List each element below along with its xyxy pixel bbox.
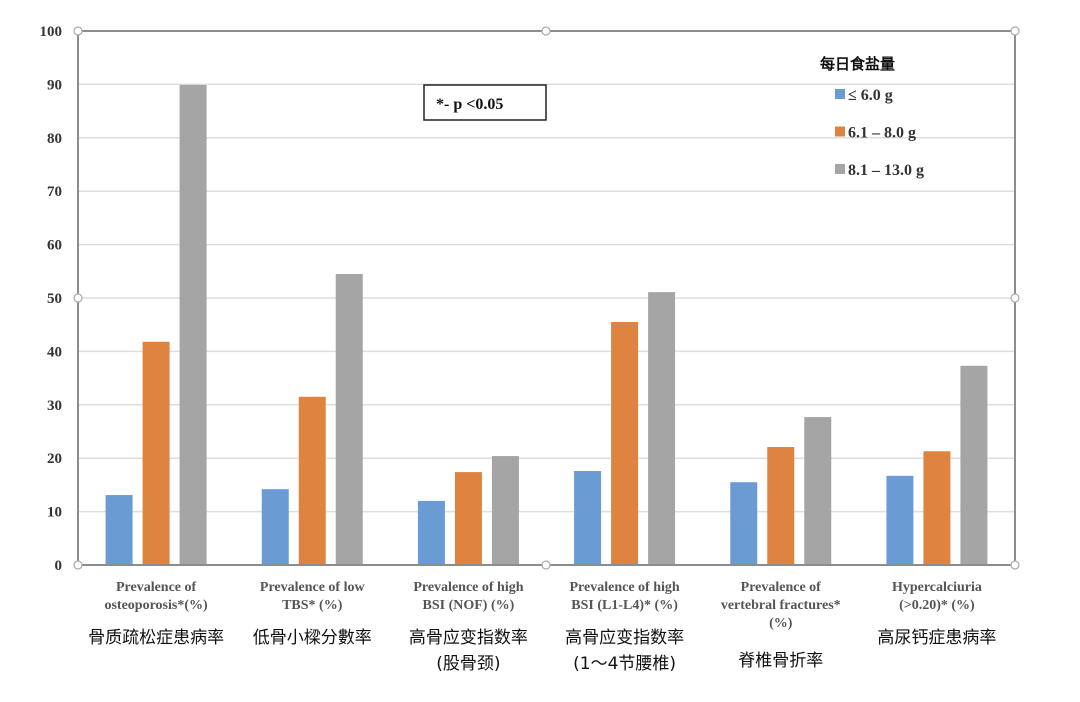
x-tick-label-zh: (股骨颈) [436, 654, 500, 674]
resize-handle[interactable] [73, 26, 83, 36]
selection-handles[interactable] [73, 26, 1020, 570]
x-tick-label-en: TBS* (%) [282, 598, 343, 613]
legend-label: ≤ 6.0 g [848, 87, 893, 104]
bar-5-series-1 [730, 482, 758, 565]
resize-handle[interactable] [73, 293, 83, 303]
x-tick-label-zh: 骨质疏松症患病率 [88, 628, 224, 648]
annotation-text: *- p <0.05 [436, 96, 503, 113]
x-tick-label-en: Prevalence of [741, 580, 822, 595]
x-tick-label-en: vertebral fractures* [721, 598, 841, 613]
x-tick-label-zh: 高尿钙症患病率 [877, 628, 996, 648]
x-tick-label-en: BSI (L1-L4)* (%) [571, 598, 678, 613]
resize-handle[interactable] [1010, 26, 1020, 36]
bar-2-series-2 [298, 396, 326, 565]
bar-4-series-1 [574, 471, 602, 565]
y-tick-label: 100 [40, 24, 63, 40]
y-tick-label: 0 [55, 558, 63, 574]
y-tick-label: 70 [47, 184, 62, 200]
y-tick-label: 90 [47, 77, 62, 93]
resize-handle[interactable] [541, 560, 551, 570]
y-tick-label: 40 [47, 344, 62, 360]
bar-3-series-3 [491, 456, 519, 565]
y-tick-label: 30 [47, 398, 62, 414]
bar-4-series-3 [648, 292, 676, 565]
resize-handle[interactable] [541, 26, 551, 36]
bar-6-series-2 [923, 451, 951, 565]
bar-1-series-3 [179, 84, 207, 566]
annotation-box: *- p <0.05 [423, 84, 547, 121]
x-tick-label-en: osteoporosis*(%) [104, 598, 208, 613]
y-tick-label: 50 [47, 291, 62, 307]
x-tick-label-en: BSI (NOF) (%) [423, 598, 515, 613]
legend-swatch [835, 164, 845, 174]
bar-2-series-3 [335, 273, 363, 565]
y-axis-ticks: 0 10 20 30 40 50 60 70 80 90 100 [40, 24, 63, 574]
resize-handle[interactable] [1010, 560, 1020, 570]
x-axis-labels: Prevalence of osteoporosis*(%) 骨质疏松症患病率 Pre… [88, 580, 996, 674]
legend: 每日食盐量 ≤ 6.0 g 6.1 – 8.0 g 8.1 – 13.0 g [820, 55, 924, 179]
bar-3-series-2 [454, 472, 482, 565]
x-tick-label-zh: 低骨小樑分數率 [253, 628, 372, 648]
x-tick-label-en: Prevalence of high [569, 580, 679, 595]
bar-1-series-1 [105, 495, 133, 565]
legend-swatch [835, 126, 845, 137]
y-tick-label: 80 [47, 131, 62, 147]
x-tick-label-zh: 高骨应变指数率 [565, 628, 684, 648]
bars [105, 84, 988, 566]
x-tick-label-zh: (1～4节腰椎) [573, 654, 676, 674]
bar-5-series-3 [804, 417, 832, 565]
bar-6-series-3 [960, 365, 988, 565]
resize-handle[interactable] [1010, 293, 1020, 303]
x-tick-label-en: (%) [769, 616, 793, 631]
bar-3-series-1 [417, 500, 445, 565]
y-tick-label: 20 [47, 451, 62, 467]
legend-label: 6.1 – 8.0 g [848, 125, 916, 142]
bar-2-series-1 [261, 489, 289, 565]
bar-1-series-2 [142, 341, 170, 565]
y-tick-label: 60 [47, 238, 62, 254]
y-tick-label: 10 [47, 505, 62, 521]
gridlines [78, 83, 1015, 513]
bar-4-series-2 [611, 322, 639, 565]
x-tick-label-en: Prevalence of low [260, 580, 366, 595]
bar-5-series-2 [767, 446, 795, 565]
x-tick-label-en: Hypercalciuria [892, 580, 982, 595]
bar-6-series-1 [886, 475, 914, 565]
x-tick-label-en: Prevalence of high [413, 580, 523, 595]
x-tick-label-en: (>0.20)* (%) [899, 598, 975, 613]
legend-swatch [835, 89, 845, 99]
legend-label: 8.1 – 13.0 g [848, 162, 924, 179]
resize-handle[interactable] [73, 560, 83, 570]
x-tick-label-zh: 脊椎骨折率 [738, 651, 823, 671]
x-tick-label-en: Prevalence of [116, 580, 197, 595]
x-tick-label-zh: 高骨应变指数率 [409, 628, 528, 648]
legend-title: 每日食盐量 [820, 55, 895, 73]
